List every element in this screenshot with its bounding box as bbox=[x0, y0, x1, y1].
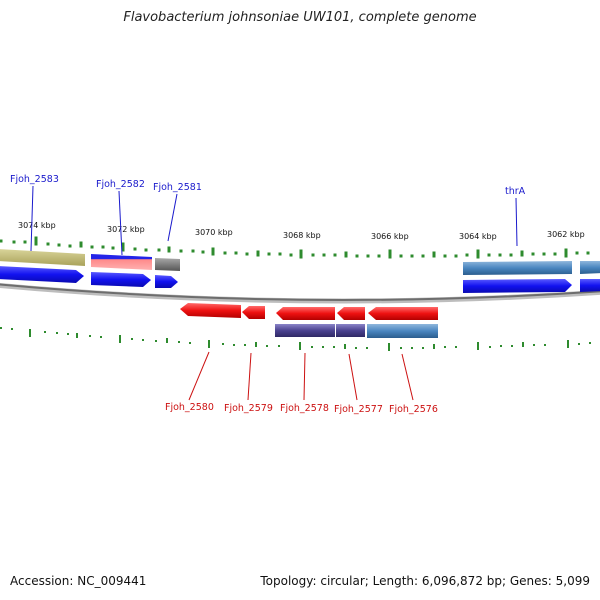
leader-thra bbox=[515, 197, 518, 247]
reverse-cds-track bbox=[180, 303, 438, 320]
genome-backbone-core bbox=[0, 283, 600, 301]
major-tick bbox=[564, 248, 568, 258]
leader-fjoh-2581 bbox=[167, 193, 178, 242]
reverse-feature-track bbox=[275, 324, 438, 338]
major-tick bbox=[34, 236, 38, 246]
cds-arrow-fjoh-2582 bbox=[91, 272, 151, 287]
major-tick bbox=[208, 340, 210, 348]
gene-label-fjoh-2583[interactable]: Fjoh_2583 bbox=[10, 174, 59, 185]
cds-arrow-thra bbox=[463, 279, 572, 293]
gene-label-fjoh-2577[interactable]: Fjoh_2577 bbox=[334, 404, 383, 415]
gene-label-fjoh-2581[interactable]: Fjoh_2581 bbox=[153, 182, 202, 193]
forward-label-leaders bbox=[30, 185, 518, 256]
genome-summary-text: Topology: circular; Length: 6,096,872 bp… bbox=[260, 574, 590, 588]
cds-arrow-fjoh-2579 bbox=[242, 306, 265, 319]
major-tick bbox=[477, 342, 479, 350]
cds-arrow-fjoh-2581 bbox=[155, 275, 178, 288]
leader-fjoh-2579 bbox=[247, 352, 252, 401]
scale-label-3072: 3072 kbp bbox=[107, 225, 145, 234]
cds-arrow-fjoh-2580 bbox=[180, 303, 241, 318]
leader-fjoh-2580 bbox=[188, 351, 210, 401]
major-tick bbox=[388, 343, 390, 351]
feature-bar-fjoh-2583 bbox=[0, 249, 85, 266]
forward-feature-track bbox=[0, 249, 600, 275]
leader-fjoh-2582 bbox=[118, 190, 123, 256]
major-tick bbox=[299, 342, 301, 350]
scale-label-3070: 3070 kbp bbox=[195, 228, 233, 237]
cds-arrow-fjoh-2577 bbox=[337, 307, 365, 320]
map-title: Flavobacterium johnsoniae UW101, complet… bbox=[123, 10, 477, 25]
major-tick bbox=[476, 249, 480, 259]
major-tick bbox=[29, 329, 31, 337]
inner-tick-track bbox=[0, 327, 591, 351]
leader-fjoh-2583 bbox=[30, 185, 34, 252]
scale-label-3062: 3062 kbp bbox=[547, 230, 585, 239]
gene-label-fjoh-2578[interactable]: Fjoh_2578 bbox=[280, 403, 329, 414]
major-tick bbox=[299, 249, 303, 259]
cds-arrow-fjoh-2576 bbox=[368, 307, 438, 320]
gene-label-fjoh-2576[interactable]: Fjoh_2576 bbox=[389, 404, 438, 415]
leader-fjoh-2576 bbox=[401, 353, 414, 401]
feature-bar-fjoh-2577 bbox=[336, 324, 365, 337]
major-tick bbox=[121, 242, 125, 252]
leader-fjoh-2577 bbox=[348, 353, 358, 401]
cds-arrow-next bbox=[580, 279, 600, 292]
gene-label-fjoh-2579[interactable]: Fjoh_2579 bbox=[224, 403, 273, 414]
major-tick bbox=[567, 340, 569, 348]
major-tick bbox=[211, 247, 215, 256]
feature-bar-fjoh-2582 bbox=[91, 254, 152, 270]
feature-bar-next bbox=[580, 261, 600, 274]
feature-bar-fjoh-2581 bbox=[155, 258, 180, 271]
scale-label-3066: 3066 kbp bbox=[371, 232, 409, 241]
forward-cds-track bbox=[0, 266, 600, 293]
reverse-label-leaders bbox=[188, 351, 414, 401]
leader-fjoh-2578 bbox=[303, 352, 306, 401]
feature-bar-fjoh-2578 bbox=[275, 324, 335, 337]
outer-tick-track bbox=[0, 236, 590, 259]
cds-arrow-fjoh-2578 bbox=[276, 307, 335, 320]
gene-label-thra[interactable]: thrA bbox=[505, 186, 526, 197]
gene-label-fjoh-2580[interactable]: Fjoh_2580 bbox=[165, 402, 214, 413]
major-tick bbox=[119, 335, 121, 343]
feature-bar-thra bbox=[463, 261, 572, 275]
feature-bar-fjoh-2576 bbox=[367, 324, 438, 338]
gene-label-fjoh-2582[interactable]: Fjoh_2582 bbox=[96, 179, 145, 190]
scale-label-3074: 3074 kbp bbox=[18, 221, 56, 230]
accession-text: Accession: NC_009441 bbox=[10, 574, 147, 588]
scale-label-3064: 3064 kbp bbox=[459, 232, 497, 241]
major-tick bbox=[388, 249, 392, 259]
scale-label-3068: 3068 kbp bbox=[283, 231, 321, 240]
cds-arrow-fjoh-2583 bbox=[0, 266, 84, 283]
